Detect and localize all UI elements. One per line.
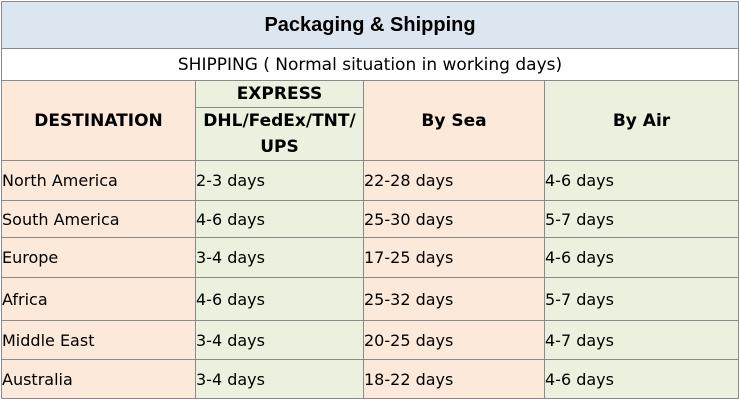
cell-destination: Africa [1,277,196,321]
header-row: DESTINATION EXPRESS DHL/FedEx/TNT/ UPS B… [1,80,739,161]
cell-destination: South America [1,200,196,238]
cell-sea: 22-28 days [363,160,545,201]
table-row: North America 2-3 days 22-28 days 4-6 da… [1,160,739,201]
header-express-title: EXPRESS [196,82,363,108]
title-row: Packaging & Shipping [0,1,739,49]
cell-express: 3-4 days [195,320,364,360]
table-row: Africa 4-6 days 25-32 days 5-7 days [1,277,739,321]
cell-sea: 25-30 days [363,200,545,238]
cell-sea: 20-25 days [363,320,545,360]
cell-air: 4-6 days [543,237,739,278]
cell-express: 3-4 days [195,237,364,278]
cell-destination: Middle East [1,320,196,360]
table-row: Middle East 3-4 days 20-25 days 4-7 days [1,320,739,360]
cell-express: 2-3 days [195,160,364,201]
table-subtitle: SHIPPING ( Normal situation in working d… [0,48,739,81]
cell-destination: Australia [1,359,196,399]
cell-express: 4-6 days [195,277,364,321]
header-destination: DESTINATION [1,80,196,161]
table-row: South America 4-6 days 25-30 days 5-7 da… [1,200,739,238]
cell-destination: Europe [1,237,196,278]
shipping-table: Packaging & Shipping SHIPPING ( Normal s… [0,1,739,399]
cell-air: 4-6 days [543,160,739,201]
cell-air: 4-6 days [543,359,739,399]
cell-sea: 25-32 days [363,277,545,321]
cell-express: 3-4 days [195,359,364,399]
subtitle-row: SHIPPING ( Normal situation in working d… [0,48,739,81]
cell-air: 4-7 days [543,320,739,360]
table-row: Australia 3-4 days 18-22 days 4-6 days [1,359,739,399]
header-express-carriers: DHL/FedEx/TNT/ UPS [203,111,356,157]
cell-air: 5-7 days [543,277,739,321]
header-air: By Air [543,80,739,161]
cell-sea: 17-25 days [363,237,545,278]
table-row: Europe 3-4 days 17-25 days 4-6 days [1,237,739,278]
cell-air: 5-7 days [543,200,739,238]
header-express: EXPRESS DHL/FedEx/TNT/ UPS [195,80,364,161]
cell-destination: North America [1,160,196,201]
header-sea: By Sea [363,80,545,161]
cell-sea: 18-22 days [363,359,545,399]
cell-express: 4-6 days [195,200,364,238]
table-title: Packaging & Shipping [0,1,739,49]
